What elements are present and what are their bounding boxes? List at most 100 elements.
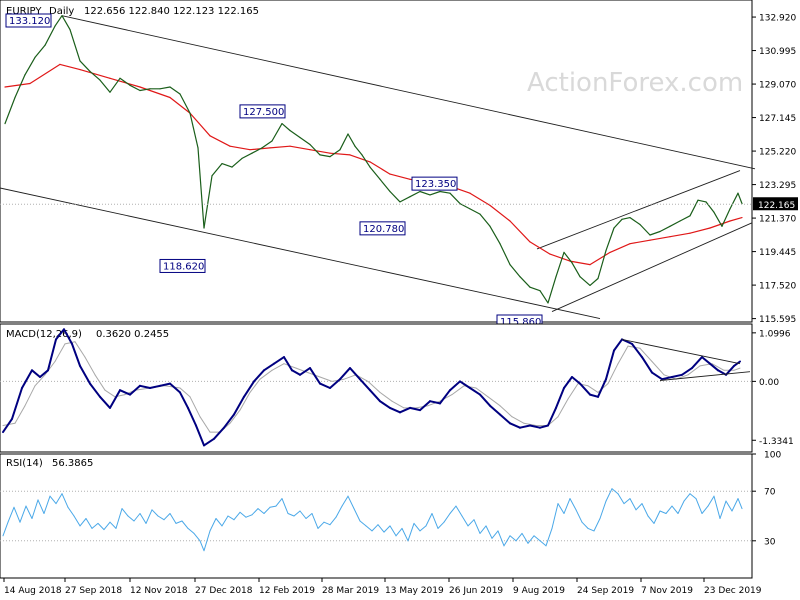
rsi-segment-112 [671, 505, 679, 514]
rsi-segment-46 [275, 498, 283, 507]
rsi-segment-53 [317, 521, 325, 529]
ma-segment-17 [389, 173, 411, 180]
rsi-segment-39 [233, 511, 241, 521]
moving-average [4, 63, 743, 266]
x-tick-label-0: 14 Aug 2018 [4, 586, 62, 596]
x-tick-label-11: 23 Dec 2019 [704, 586, 762, 596]
macd-segment-2 [21, 369, 33, 389]
rsi-segment-76 [455, 505, 463, 517]
price-segment-59 [563, 251, 573, 264]
price-segment-65 [613, 218, 623, 229]
ma-segment-30 [649, 236, 671, 241]
macd-segment-51 [489, 404, 501, 416]
x-tick-label-1: 27 Sep 2018 [65, 586, 122, 596]
rsi-segment-122 [731, 498, 739, 512]
macd-segment-71 [671, 373, 683, 378]
annotation-box-1 [239, 104, 286, 119]
price-segment-73 [689, 199, 699, 217]
rsi-segment-35 [209, 518, 217, 532]
rsi-segment-123 [737, 498, 743, 510]
annotation-label-1: 127.500 [243, 107, 284, 118]
rsi-segment-107 [641, 503, 649, 517]
price-ohlc: 122.656 122.840 122.123 122.165 [84, 6, 259, 17]
rsi-segment-8 [49, 495, 57, 505]
rsi-panel-frame [0, 453, 753, 579]
ma-segment-4 [109, 77, 141, 88]
macd-signal-segment-58 [651, 361, 665, 376]
rsi-segment-59 [353, 508, 361, 522]
ma-segment-5 [139, 86, 171, 99]
macd-signal-segment-7 [74, 341, 86, 358]
rsi-segment-121 [725, 500, 733, 512]
ma-segment-1 [29, 63, 61, 85]
rsi-segment-95 [569, 498, 577, 511]
rsi-segment-17 [103, 521, 111, 531]
rsi-segment-6 [37, 499, 45, 514]
macd-segment-60 [571, 376, 581, 385]
rsi-segment-16 [97, 522, 105, 531]
price-segment-71 [669, 220, 681, 227]
rsi-segment-52 [311, 513, 319, 529]
rsi-segment-26 [157, 515, 165, 521]
rsi-segment-111 [665, 505, 673, 514]
price-trend-lines [0, 15, 756, 319]
price-segment-57 [547, 276, 557, 304]
price-segment-1 [14, 74, 26, 99]
rsi-segment-98 [587, 527, 595, 532]
rsi-segment-99 [593, 518, 601, 532]
ma-segment-6 [169, 96, 191, 114]
rsi-segment-81 [485, 525, 493, 539]
macd-label: MACD(12,26,9) [6, 329, 82, 340]
rsi-segment-34 [203, 530, 211, 552]
ma-segment-11 [269, 145, 291, 149]
rsi-segment-96 [575, 509, 583, 523]
price-segment-8 [79, 60, 91, 73]
price-period: Daily [49, 6, 74, 17]
rsi-segment-88 [527, 535, 535, 544]
rsi-segment-58 [347, 495, 355, 510]
macd-segment-26 [243, 380, 255, 398]
ma-segment-28 [609, 243, 631, 253]
price-segment-61 [579, 276, 591, 286]
rsi-segment-24 [145, 509, 153, 524]
rsi-segment-83 [497, 530, 505, 547]
macd-y-tick-label-1: 0.00 [759, 378, 779, 388]
macd-signal-segment-23 [249, 378, 261, 393]
price-segment-19 [189, 112, 199, 149]
macd-values: 0.3620 0.2455 [96, 329, 169, 340]
macd-signal-segment-5 [54, 343, 66, 362]
x-tick-label-10: 7 Nov 2019 [641, 586, 693, 596]
rsi-segment-78 [467, 519, 475, 527]
price-y-tick-label-9: 115.595 [759, 315, 796, 325]
price-segment-69 [649, 230, 661, 236]
macd-signal-segment-40 [451, 385, 465, 396]
macd-signal-segment-42 [475, 387, 489, 398]
annotation-box-3 [411, 176, 458, 191]
rsi-y-tick-label-1: 70 [764, 488, 776, 498]
macd-segment-4 [39, 369, 49, 378]
ma-segment-8 [209, 135, 231, 147]
macd-segment-23 [213, 426, 225, 440]
macd-segment-65 [613, 338, 623, 352]
x-tick-label-8: 9 Aug 2019 [513, 586, 565, 596]
rsi-series [2, 488, 743, 552]
rsi-segment-12 [73, 515, 81, 527]
macd-segment-50 [479, 393, 491, 407]
macd-segment-47 [449, 380, 461, 392]
macd-signal-segment-33 [367, 380, 381, 393]
rsi-segment-67 [401, 527, 409, 542]
price-series [4, 15, 743, 304]
macd-segment-16 [149, 384, 161, 389]
price-segment-23 [221, 163, 233, 168]
ma-segment-14 [329, 152, 351, 156]
macd-segment-7 [63, 328, 73, 345]
rsi-segment-1 [7, 506, 15, 523]
rsi-segment-65 [389, 525, 397, 537]
macd-segment-35 [329, 378, 341, 389]
price-segment-3 [34, 44, 46, 59]
price-segment-10 [99, 79, 111, 93]
rsi-panel: RSI(14) 56.3865 100 70 30 [0, 451, 781, 579]
price-segment-52 [499, 243, 511, 266]
rsi-segment-4 [25, 505, 33, 519]
